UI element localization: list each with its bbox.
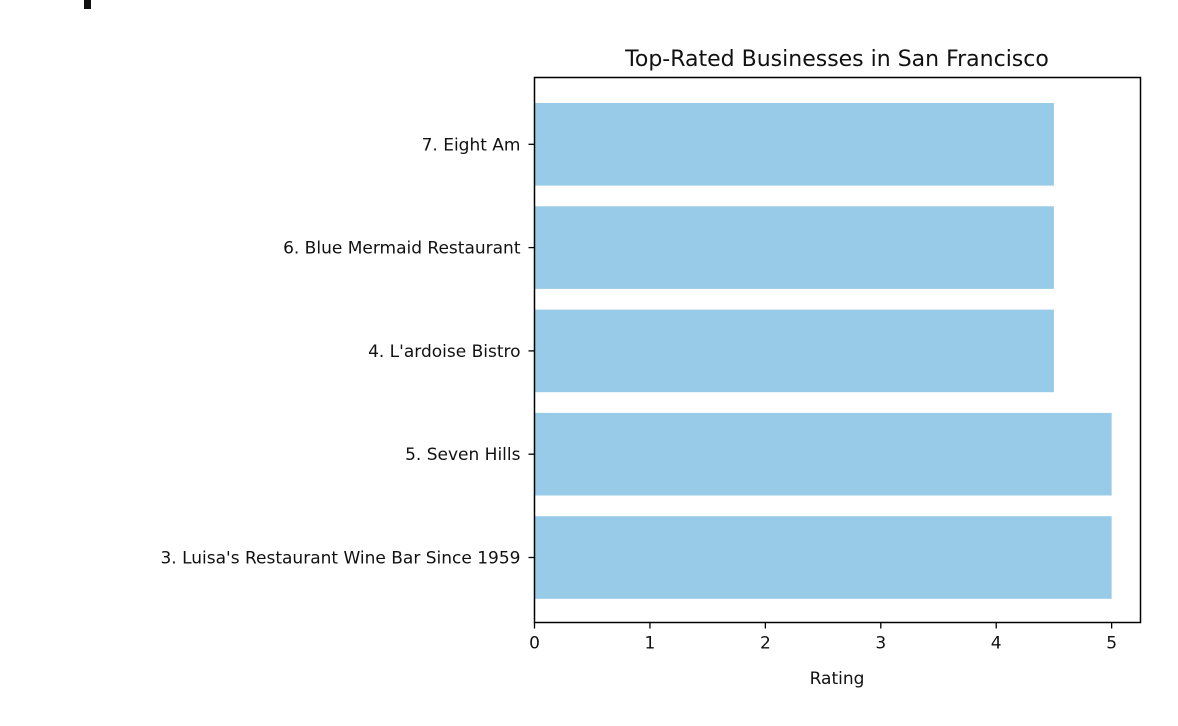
y-tick-label: 6. Blue Mermaid Restaurant (283, 239, 521, 259)
x-axis-ticks: 0 1 2 3 4 5 (529, 622, 1117, 654)
plot-frame (533, 76, 1142, 624)
cropped-glyph-fragment (84, 0, 91, 9)
x-tick-label: 2 (760, 634, 771, 654)
x-axis-label: Rating (810, 669, 865, 689)
bar (534, 412, 1112, 496)
bar (534, 516, 1112, 599)
y-tick-label: 5. Seven Hills (405, 445, 521, 465)
y-tick-label: 4. L'ardoise Bistro (368, 342, 520, 362)
x-tick-label: 5 (1106, 634, 1117, 654)
x-tick-label: 3 (875, 634, 886, 654)
chart-title: Top-Rated Businesses in San Francisco (624, 47, 1049, 72)
bar (534, 103, 1054, 186)
bar (534, 206, 1054, 289)
y-tick-label: 7. Eight Am (422, 135, 521, 155)
y-axis-ticks: 3. Luisa's Restaurant Wine Bar Since 195… (160, 135, 535, 569)
bar (534, 309, 1054, 393)
x-tick-label: 0 (529, 634, 540, 654)
y-tick-label: 3. Luisa's Restaurant Wine Bar Since 195… (160, 549, 520, 569)
x-tick-label: 1 (645, 634, 656, 654)
bars-group (534, 103, 1112, 599)
x-tick-label: 4 (991, 634, 1002, 654)
